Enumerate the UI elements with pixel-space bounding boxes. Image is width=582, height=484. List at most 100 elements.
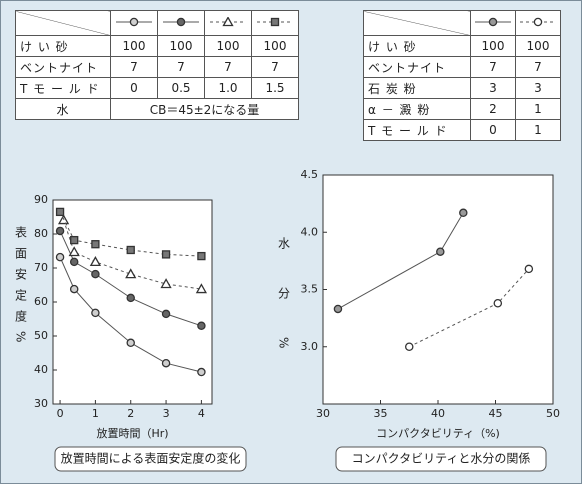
legend-cell	[470, 10, 516, 36]
table: け い 砂 100 100 100 100 ベントナイト 7 7 7 7 T モ ー ル ド 0 0.5…	[15, 10, 299, 120]
marker	[91, 269, 100, 279]
series-line	[59, 211, 202, 257]
legend-cell	[515, 10, 561, 36]
table-cell: 0	[470, 119, 516, 141]
legend-sample	[210, 16, 246, 27]
marker	[197, 321, 206, 331]
diagonal-cell	[15, 10, 111, 36]
marker	[404, 342, 414, 351]
marker	[69, 284, 79, 294]
table-row: 水 CB＝45±2になる量	[15, 98, 299, 120]
row-label: 石 炭 粉	[363, 77, 471, 99]
row-label: け い 砂	[363, 35, 471, 57]
y-tick-label: 90	[34, 193, 48, 206]
marker	[176, 17, 186, 27]
marker	[55, 226, 65, 236]
marker	[126, 293, 135, 303]
table-cell: 7	[470, 56, 516, 78]
table-cell: 1	[515, 119, 561, 141]
table-cell: 2	[470, 98, 516, 120]
x-tick-label: 50	[546, 407, 560, 420]
marker	[195, 283, 208, 294]
y-axis-label: 水分%	[277, 237, 291, 387]
row-label: α － 澱 粉	[363, 98, 471, 120]
x-tick-label: 4	[198, 407, 205, 420]
caption-box	[335, 446, 547, 472]
table-cell: 1.5	[251, 77, 299, 99]
table-cell: 100	[157, 35, 205, 57]
table-cell: 7	[515, 56, 561, 78]
legend-sample	[475, 17, 511, 27]
caption: 放置時間による表面安定度の変化	[61, 451, 241, 466]
y-tick-label: 30	[34, 397, 48, 410]
table-cell: 7	[157, 56, 205, 78]
plot-frame	[322, 174, 554, 405]
caption-box	[54, 446, 247, 472]
marker	[70, 235, 79, 245]
marker	[55, 207, 65, 217]
marker	[126, 338, 135, 348]
table-cell: 100	[470, 35, 516, 57]
table-row: T モ ー ル ド 0 0.5 1.0 1.5	[15, 77, 299, 99]
x-axis-label: コンパクタビリティ（%)	[376, 427, 500, 440]
table-row: け い 砂 100 100 100 100	[15, 35, 299, 57]
x-tick-label: 40	[431, 407, 445, 420]
table-cell: 7	[251, 56, 299, 78]
table-cell: 100	[110, 35, 158, 57]
legend-cell	[110, 10, 158, 36]
y-axis-label: 表面安定度%	[14, 226, 28, 352]
marker	[161, 250, 171, 259]
table-cell: 3	[515, 77, 561, 99]
row-label: 水	[15, 98, 111, 120]
legend-cell	[157, 10, 205, 36]
marker	[488, 17, 498, 27]
series-line	[59, 256, 202, 373]
table-cell: 100	[251, 35, 299, 57]
y-tick-label: 4.0	[301, 225, 319, 238]
marker	[161, 309, 171, 319]
table-cell: CB＝45±2になる量	[110, 98, 299, 120]
marker	[68, 246, 80, 257]
marker	[270, 17, 280, 27]
legend-cell	[251, 10, 299, 36]
table-cell: 0.5	[157, 77, 205, 99]
diagonal-cell	[363, 10, 471, 36]
table-cell: 3	[470, 77, 516, 99]
y-tick-label: 50	[34, 329, 48, 342]
marker	[222, 16, 234, 27]
marker	[125, 268, 137, 279]
plot-frame	[52, 199, 213, 405]
table-cell: 7	[204, 56, 252, 78]
marker	[197, 251, 206, 261]
table-cell: 7	[110, 56, 158, 78]
legend-row	[363, 10, 561, 36]
legend-sample	[520, 17, 556, 27]
marker	[91, 240, 100, 249]
marker	[524, 264, 534, 274]
y-tick-label: 60	[34, 295, 48, 308]
x-axis-label: 放置時間（Hr)	[96, 426, 168, 440]
legend-sample	[163, 17, 199, 27]
x-tick-label: 30	[316, 407, 330, 420]
table-row: け い 砂 100 100	[363, 35, 561, 57]
caption: コンパクタビリティと水分の関係	[352, 452, 531, 466]
x-tick-label: 0	[57, 407, 64, 420]
marker	[160, 278, 172, 289]
marker	[459, 208, 468, 218]
table-row: ベントナイト 7 7 7 7	[15, 56, 299, 78]
legend-sample	[257, 17, 293, 27]
table-cell: 100	[515, 35, 561, 57]
row-label: ベントナイト	[363, 56, 471, 78]
table-cell: 0	[110, 77, 158, 99]
marker	[91, 308, 100, 318]
row-label: け い 砂	[15, 35, 111, 57]
marker	[436, 247, 445, 256]
marker	[126, 245, 135, 255]
y-tick-label: 40	[34, 363, 48, 376]
marker	[533, 17, 543, 27]
marker	[197, 367, 206, 377]
